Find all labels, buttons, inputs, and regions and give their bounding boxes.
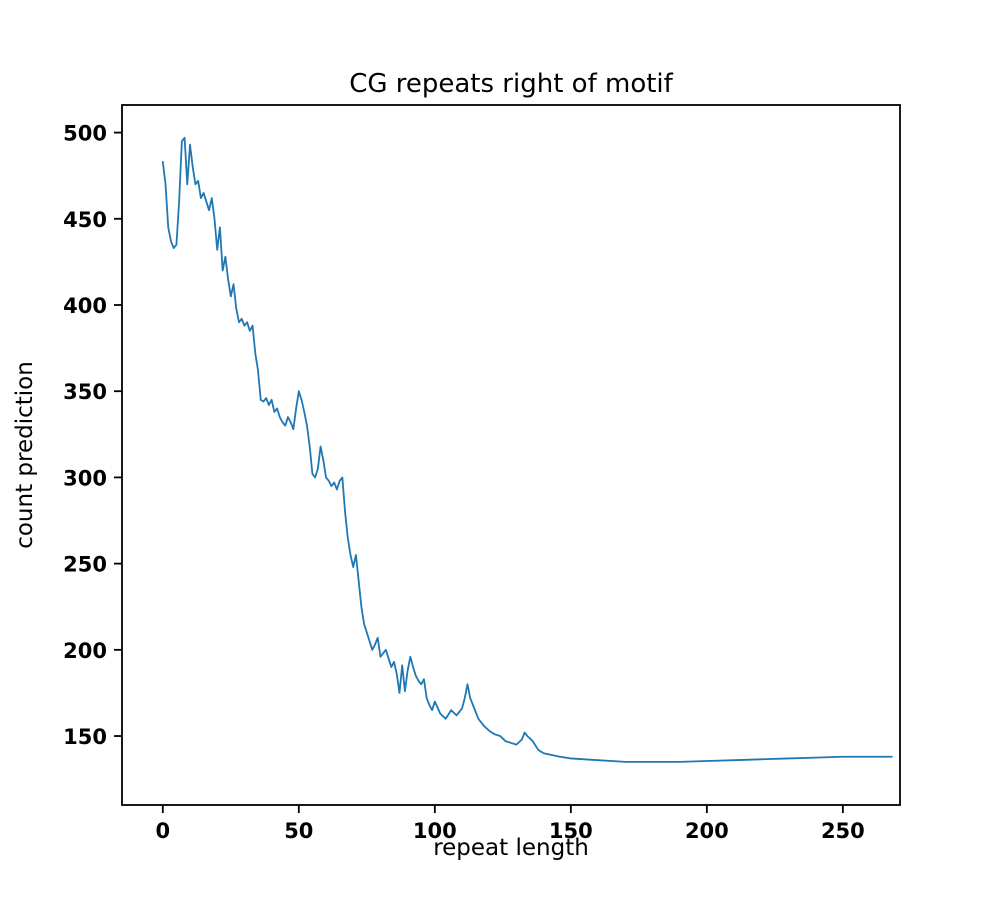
y-tick-label: 150 (63, 725, 107, 749)
y-tick-label: 500 (63, 122, 107, 146)
y-tick-label: 400 (63, 294, 107, 318)
y-tick-label: 250 (63, 553, 107, 577)
x-tick-label: 200 (685, 819, 729, 843)
x-tick-label: 0 (155, 819, 170, 843)
chart-title: CG repeats right of motif (349, 69, 673, 99)
x-tick-label: 100 (413, 819, 457, 843)
y-tick-label: 300 (63, 466, 107, 490)
y-tick-label: 450 (63, 208, 107, 232)
plot-spines (121, 104, 901, 806)
y-axis-label: count prediction (12, 361, 38, 549)
x-tick-label: 150 (549, 819, 593, 843)
data-line (161, 136, 893, 763)
plot-dynamic-layer: 0 50 100 150 200 250 150 200 250 300 350 400 450 500 (63, 104, 901, 843)
y-tick-label: 200 (63, 639, 107, 663)
x-tick-label: 50 (284, 819, 313, 843)
x-tick-label: 250 (821, 819, 865, 843)
x-axis-label: repeat length (433, 835, 589, 861)
y-tick-label: 350 (63, 380, 107, 404)
